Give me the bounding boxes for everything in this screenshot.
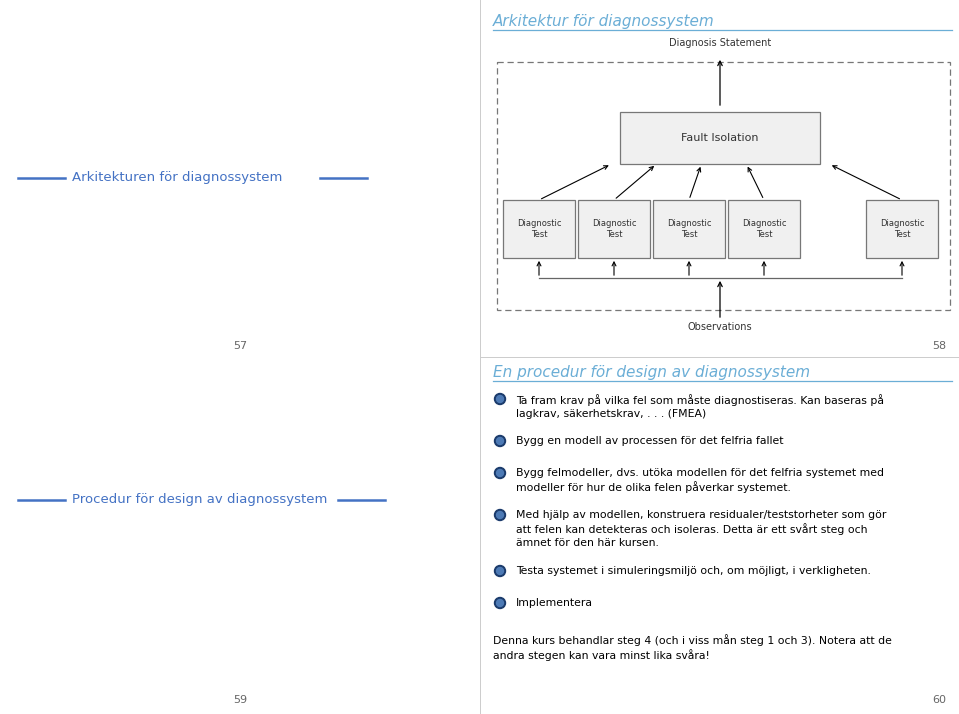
Circle shape	[497, 396, 503, 403]
Text: Arkitektur för diagnossystem: Arkitektur för diagnossystem	[493, 14, 714, 29]
Text: En procedur för design av diagnossystem: En procedur för design av diagnossystem	[493, 365, 810, 380]
Circle shape	[497, 568, 503, 575]
Circle shape	[497, 600, 503, 606]
Text: Arkitekturen för diagnossystem: Arkitekturen för diagnossystem	[72, 171, 282, 184]
Text: Bygg felmodeller, dvs. utöka modellen för det felfria systemet med
modeller för : Bygg felmodeller, dvs. utöka modellen fö…	[516, 468, 884, 493]
Text: 60: 60	[932, 695, 946, 705]
Text: Ta fram krav på vilka fel som måste diagnostiseras. Kan baseras på
lagkrav, säke: Ta fram krav på vilka fel som måste diag…	[516, 394, 884, 418]
Bar	[503, 200, 575, 258]
Bar	[866, 200, 938, 258]
Circle shape	[495, 468, 505, 478]
Text: Implementera: Implementera	[516, 598, 593, 608]
Bar	[578, 200, 650, 258]
Bar	[728, 200, 800, 258]
Circle shape	[497, 438, 503, 445]
Text: Observations: Observations	[688, 322, 752, 332]
Text: Bygg en modell av processen för det felfria fallet: Bygg en modell av processen för det felf…	[516, 436, 784, 446]
Text: Diagnostic
Test: Diagnostic Test	[741, 219, 786, 238]
Text: Diagnosis Statement: Diagnosis Statement	[668, 38, 771, 48]
Text: Diagnostic
Test: Diagnostic Test	[879, 219, 924, 238]
Circle shape	[495, 510, 505, 521]
Text: 59: 59	[233, 695, 247, 705]
Text: Fault Isolation: Fault Isolation	[681, 133, 759, 143]
Text: 58: 58	[932, 341, 946, 351]
Text: Procedur för design av diagnossystem: Procedur för design av diagnossystem	[72, 493, 327, 506]
Text: Diagnostic
Test: Diagnostic Test	[592, 219, 636, 238]
Text: Med hjälp av modellen, konstruera residualer/teststorheter som gör
att felen kan: Med hjälp av modellen, konstruera residu…	[516, 510, 886, 548]
Bar	[620, 112, 820, 164]
Bar	[653, 200, 725, 258]
Circle shape	[497, 511, 503, 518]
Circle shape	[495, 598, 505, 608]
Text: Diagnostic
Test: Diagnostic Test	[517, 219, 561, 238]
Circle shape	[495, 393, 505, 405]
Circle shape	[495, 436, 505, 446]
Text: Denna kurs behandlar steg 4 (och i viss mån steg 1 och 3). Notera att de
andra s: Denna kurs behandlar steg 4 (och i viss …	[493, 634, 892, 661]
Text: Testa systemet i simuleringsmiljö och, om möjligt, i verkligheten.: Testa systemet i simuleringsmiljö och, o…	[516, 566, 871, 576]
Text: Diagnostic
Test: Diagnostic Test	[667, 219, 712, 238]
Bar	[497, 62, 950, 310]
Text: 57: 57	[233, 341, 247, 351]
Circle shape	[495, 565, 505, 576]
Circle shape	[497, 470, 503, 476]
